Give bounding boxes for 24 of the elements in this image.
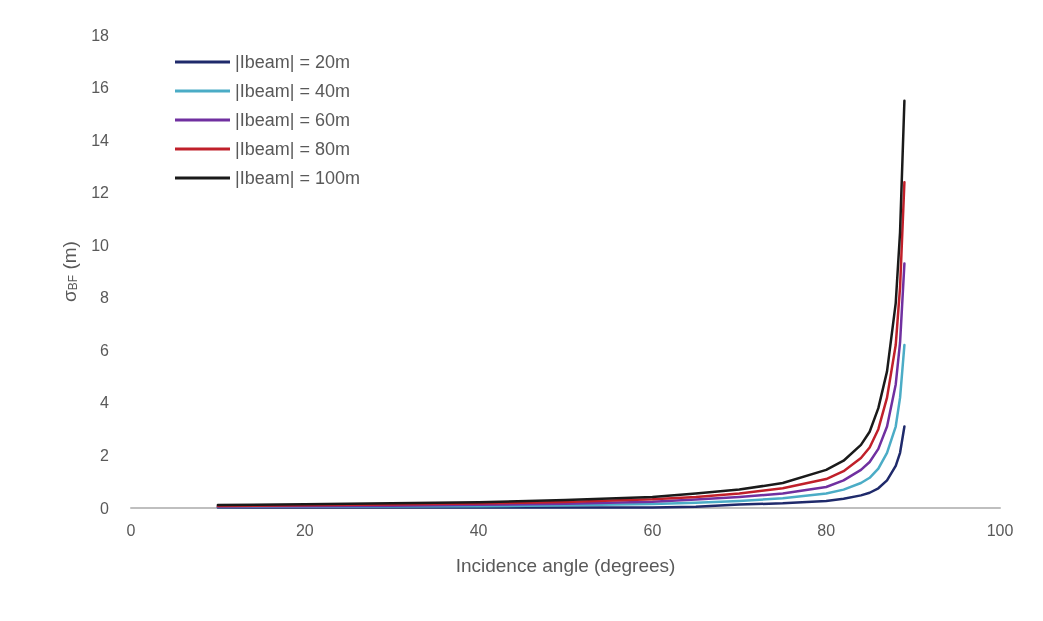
y-tick-label: 12: [91, 184, 110, 202]
y-tick-label: 18: [91, 26, 110, 44]
x-tick-label: 0: [126, 521, 136, 539]
y-tick-label: 8: [100, 289, 110, 307]
y-tick-label: 10: [91, 236, 110, 254]
x-tick-label: 60: [643, 521, 662, 539]
y-tick-label: 14: [91, 131, 110, 149]
y-tick-label: 2: [100, 446, 110, 464]
x-tick-label: 100: [986, 521, 1014, 539]
x-tick-label: 20: [295, 521, 314, 539]
x-axis-title: Incidence angle (degrees): [455, 555, 676, 576]
y-tick-label: 6: [100, 341, 110, 359]
line-series: [216, 99, 906, 507]
legend-label: |Ibeam| = 60m: [235, 110, 350, 130]
legend-label: |Ibeam| = 40m: [235, 81, 350, 101]
y-tick-label: 0: [100, 499, 110, 517]
legend-label: |Ibeam| = 80m: [235, 139, 350, 159]
y-tick-label: 16: [91, 79, 110, 97]
legend-label: |Ibeam| = 20m: [235, 52, 350, 72]
y-tick-label: 4: [100, 394, 110, 412]
legend-label: |Ibeam| = 100m: [235, 168, 360, 188]
x-tick-label: 80: [817, 521, 836, 539]
y-axis-title: σBF (m): [58, 241, 80, 302]
x-tick-label: 40: [469, 521, 488, 539]
